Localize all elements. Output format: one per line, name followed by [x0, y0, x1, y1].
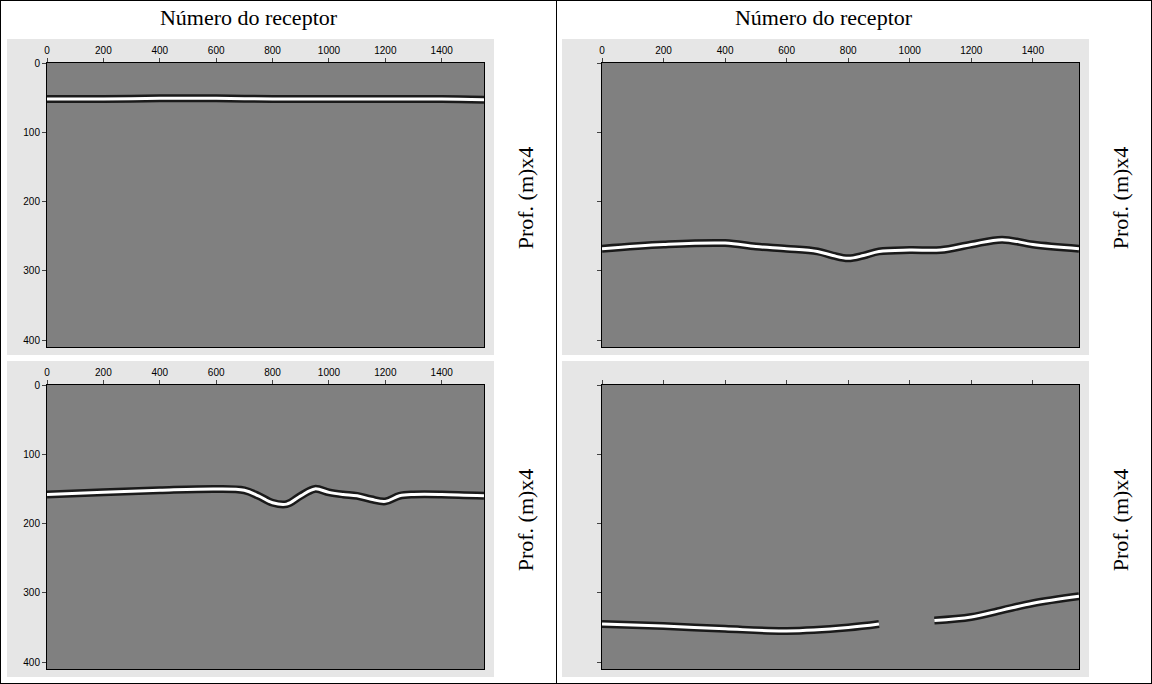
- svg-text:1000: 1000: [899, 45, 922, 56]
- svg-text:200: 200: [23, 196, 40, 207]
- svg-text:300: 300: [23, 587, 40, 598]
- svg-text:400: 400: [151, 45, 168, 56]
- svg-text:600: 600: [778, 45, 795, 56]
- svg-text:0: 0: [34, 380, 40, 391]
- svg-text:0: 0: [44, 45, 50, 56]
- svg-text:600: 600: [208, 45, 225, 56]
- svg-text:1400: 1400: [1022, 45, 1045, 56]
- svg-text:0: 0: [44, 367, 50, 378]
- svg-text:100: 100: [23, 449, 40, 460]
- svg-text:200: 200: [655, 45, 672, 56]
- svg-text:200: 200: [95, 367, 112, 378]
- svg-text:0: 0: [599, 45, 605, 56]
- svg-text:200: 200: [95, 45, 112, 56]
- svg-text:0: 0: [34, 58, 40, 69]
- html-text:Prof. (m)x4: Prof. (m)x4: [1108, 146, 1133, 250]
- svg-text:1400: 1400: [431, 45, 454, 56]
- svg-text:200: 200: [23, 518, 40, 529]
- svg-text:800: 800: [264, 45, 281, 56]
- svg-text:400: 400: [717, 45, 734, 56]
- svg-text:1200: 1200: [374, 367, 397, 378]
- html-text:Número do receptor: Número do receptor: [159, 5, 338, 30]
- svg-text:100: 100: [23, 127, 40, 138]
- html-text:Prof. (m)x4: Prof. (m)x4: [1108, 468, 1133, 572]
- html-text:Prof. (m)x4: Prof. (m)x4: [513, 468, 538, 572]
- html-text:Prof. (m)x4: Prof. (m)x4: [513, 146, 538, 250]
- svg-text:400: 400: [23, 657, 40, 668]
- svg-text:800: 800: [840, 45, 857, 56]
- svg-text:1000: 1000: [318, 367, 341, 378]
- svg-text:400: 400: [23, 335, 40, 346]
- html-text:Número do receptor: Número do receptor: [734, 5, 913, 30]
- svg-text:300: 300: [23, 265, 40, 276]
- svg-text:400: 400: [151, 367, 168, 378]
- svg-text:1200: 1200: [374, 45, 397, 56]
- svg-text:800: 800: [264, 367, 281, 378]
- svg-text:1000: 1000: [318, 45, 341, 56]
- svg-text:1400: 1400: [431, 367, 454, 378]
- svg-text:1200: 1200: [960, 45, 983, 56]
- svg-text:600: 600: [208, 367, 225, 378]
